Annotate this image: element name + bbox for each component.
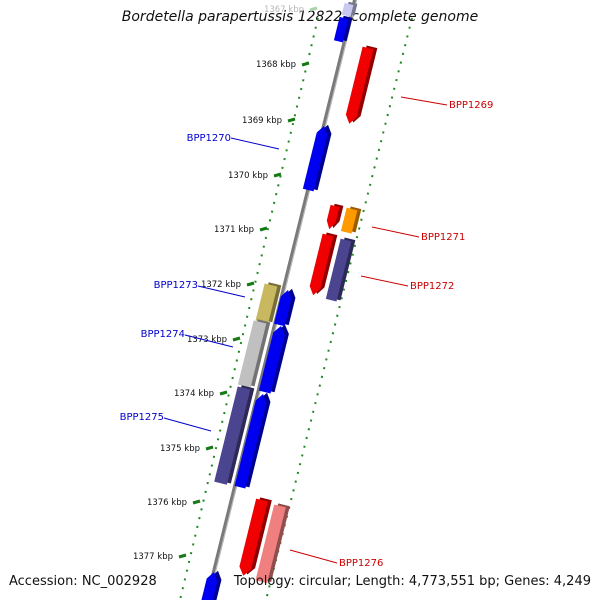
kbp-tick-mark xyxy=(259,226,268,232)
gene-label-bpp1271: BPP1271 xyxy=(421,232,465,243)
gene-feature-bottom-blue xyxy=(201,570,222,600)
genome-summary: Topology: circular; Length: 4,773,551 bp… xyxy=(233,574,591,589)
gene-label-bpp1274: BPP1274 xyxy=(141,329,185,340)
gene-label-bpp1270: BPP1270 xyxy=(187,133,231,144)
gene-feature-blue-1273 xyxy=(274,288,296,327)
gene-feature-top-blue xyxy=(333,15,353,43)
gene-feature-blue-1274 xyxy=(258,324,289,394)
kbp-tick-label: 1375 kbp xyxy=(160,444,200,454)
gene-label-bpp1272: BPP1272 xyxy=(410,281,454,292)
kbp-tick-label: 1370 kbp xyxy=(228,171,268,181)
kbp-tick-mark xyxy=(178,553,187,559)
gene-feature-bpp1271-red xyxy=(326,203,344,230)
gene-features xyxy=(201,1,378,600)
kbp-tick-mark xyxy=(192,499,201,505)
gene-label-leader xyxy=(184,334,234,348)
kbp-tick-mark xyxy=(205,445,214,451)
gene-feature-blue-1275 xyxy=(234,392,271,489)
kbp-tick-mark xyxy=(246,281,255,287)
gene-label-leader xyxy=(371,226,420,238)
gene-label-bpp1276: BPP1276 xyxy=(339,558,383,569)
accession-label: Accession: NC_002928 xyxy=(9,574,157,589)
gene-label-leader xyxy=(230,137,280,150)
kbp-tick-mark xyxy=(219,390,228,396)
kbp-tick-mark xyxy=(309,6,318,12)
gene-label-bpp1275: BPP1275 xyxy=(120,412,164,423)
gene-feature-bpp1275 xyxy=(214,385,255,485)
gene-feature-bpp1272 xyxy=(325,237,356,302)
gene-feature-bpp1272-red xyxy=(309,232,338,296)
gene-label-leader xyxy=(289,549,338,564)
kbp-tick-mark xyxy=(301,61,310,67)
gene-feature-bpp1273 xyxy=(255,282,282,324)
kbp-tick-label: 1376 kbp xyxy=(147,498,187,508)
gene-feature-bpp1271-orange xyxy=(340,206,362,234)
kbp-tick-label: 1377 kbp xyxy=(133,552,173,562)
kbp-tick-label: 1374 kbp xyxy=(174,389,214,399)
gene-feature-bpp1270 xyxy=(302,124,332,192)
gene-labels: BPP1270 BPP1273 BPP1274 BPP1275 BPP1269 BPP12… xyxy=(120,96,493,569)
gene-label-bpp1273: BPP1273 xyxy=(154,280,198,291)
outer-dotted-track xyxy=(265,17,413,600)
inner-dotted-track xyxy=(179,17,319,600)
gene-label-leader xyxy=(400,96,448,106)
kbp-tick-label: 1368 kbp xyxy=(256,60,296,70)
gene-feature-bpp1274 xyxy=(237,319,271,388)
gene-label-leader xyxy=(197,285,246,298)
kbp-tick-mark xyxy=(287,117,296,123)
gene-feature-bpp1269 xyxy=(345,45,378,124)
gene-feature-bpp1276-red xyxy=(239,497,272,576)
gene-label-leader xyxy=(360,275,409,287)
kbp-tick-label: 1367 kbp xyxy=(264,5,304,15)
gene-feature-top-faded xyxy=(341,1,358,17)
gene-feature-bpp1276 xyxy=(255,503,290,584)
kbp-tick-label: 1369 kbp xyxy=(242,116,282,126)
gene-label-leader xyxy=(163,417,212,432)
kbp-tick-mark xyxy=(273,172,282,178)
kbp-tick-mark xyxy=(232,336,241,342)
kbp-tick-label: 1371 kbp xyxy=(214,225,254,235)
kbp-tick-label: 1372 kbp xyxy=(201,280,241,290)
gene-label-bpp1269: BPP1269 xyxy=(449,100,493,111)
map-title: Bordetella parapertussis 12822, complete… xyxy=(121,9,479,25)
